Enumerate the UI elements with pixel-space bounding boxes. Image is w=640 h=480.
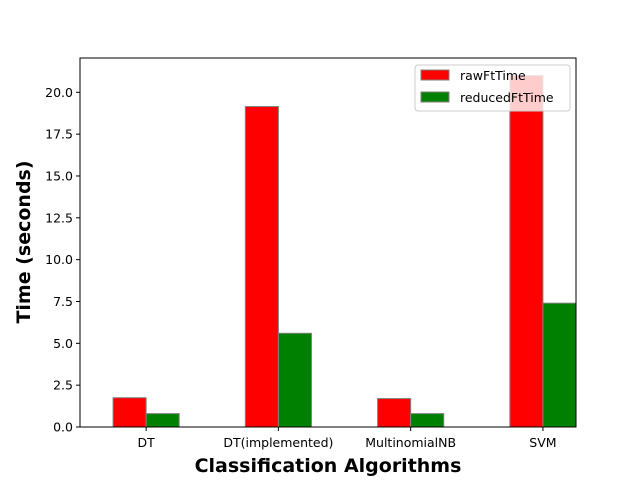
y-tick-label: 5.0 — [53, 336, 73, 351]
y-tick-label: 7.5 — [53, 294, 73, 309]
x-axis-ticks: DT DT(implemented) MultinomialNB SVM — [138, 427, 557, 450]
legend-label-reducedFtTime: reducedFtTime — [460, 90, 554, 105]
bar-rawFtTime-2 — [377, 398, 412, 428]
bar-reducedFtTime-1 — [277, 332, 312, 428]
x-tick-label: DT(implemented) — [223, 435, 333, 450]
x-tick-label: MultinomialNB — [365, 435, 456, 450]
x-tick-label: SVM — [529, 435, 556, 450]
bar-rawFtTime-1 — [244, 106, 279, 428]
legend-box — [414, 64, 571, 112]
bar-reducedFtTime-2 — [410, 413, 445, 428]
y-axis-label: Time (seconds) — [13, 160, 35, 323]
y-tick-label: 0.0 — [53, 420, 73, 435]
x-axis-label: Classification Algorithms — [195, 455, 462, 477]
bar-reducedFtTime-0 — [145, 413, 180, 428]
bars-group — [112, 75, 577, 428]
y-tick-label: 2.5 — [53, 378, 73, 393]
y-tick-label: 20.0 — [45, 85, 73, 100]
x-tick-label: DT — [138, 435, 156, 450]
bar-rawFtTime-3 — [509, 75, 544, 428]
bar-rawFtTime-0 — [112, 397, 147, 428]
plot-frame — [79, 57, 577, 428]
y-tick-label: 10.0 — [45, 252, 73, 267]
y-tick-label: 15.0 — [45, 168, 73, 183]
y-axis-ticks: 0.0 2.5 5.0 7.5 10.0 12.5 15.0 17.5 20.0 — [45, 85, 80, 435]
y-tick-label: 17.5 — [45, 127, 73, 142]
legend-label-rawFtTime: rawFtTime — [460, 68, 526, 83]
legend: rawFtTime reducedFtTime — [414, 64, 571, 112]
y-tick-label: 12.5 — [45, 210, 73, 225]
legend-swatch-rawFtTime — [420, 69, 450, 81]
legend-swatch-reducedFtTime — [420, 91, 450, 103]
bar-reducedFtTime-3 — [542, 302, 577, 428]
